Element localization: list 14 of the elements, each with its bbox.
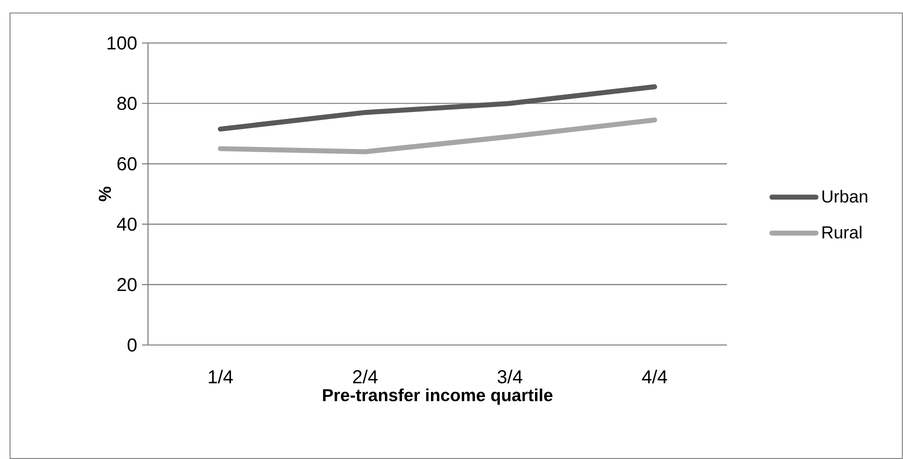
legend-label: Urban	[822, 190, 868, 203]
x-axis-title: Pre-transfer income quartile	[323, 388, 552, 405]
y-tick-label: 20	[117, 278, 137, 292]
y-axis-title: %	[98, 186, 111, 202]
y-tick-label: 80	[117, 96, 137, 110]
x-tick-label: 4/4	[642, 370, 668, 384]
y-tick-label: 60	[117, 157, 137, 170]
x-tick-label: 2/4	[353, 370, 378, 384]
y-tick-label: 100	[108, 36, 137, 50]
x-tick-label: 3/4	[498, 370, 522, 384]
y-tick-label: 40	[116, 218, 137, 231]
legend-label: Rural	[822, 226, 862, 239]
x-tick-label: 1/4	[208, 370, 233, 384]
y-tick-label: 0	[128, 338, 137, 352]
